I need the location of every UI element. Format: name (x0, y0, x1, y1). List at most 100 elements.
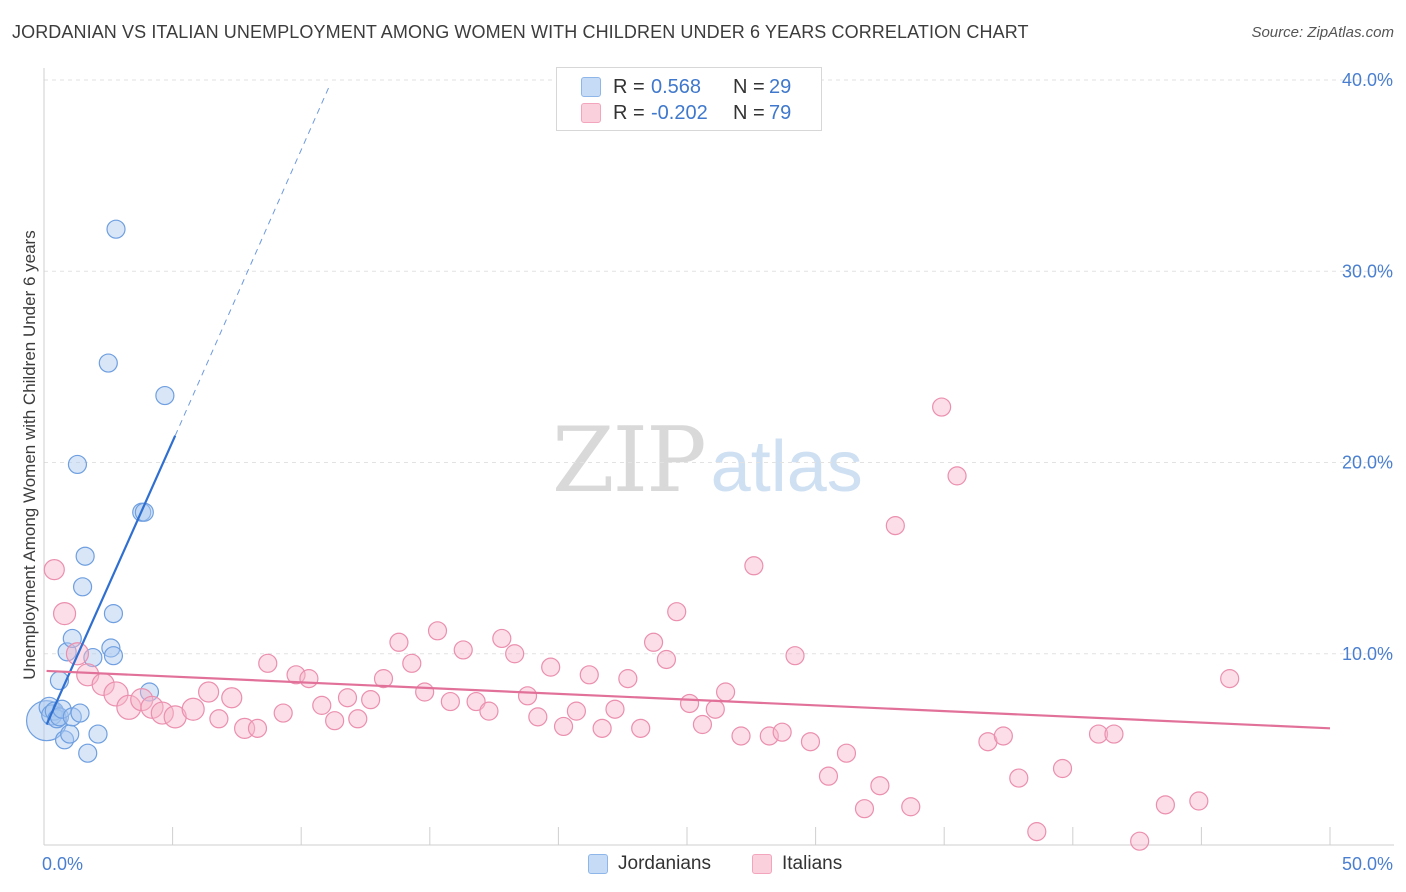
legend-row-italians: R = -0.202 N = 79 (581, 101, 791, 125)
data-point-jordanians (106, 219, 126, 239)
y-tick-label: 10.0% (1342, 644, 1393, 664)
data-point-jordanians (70, 703, 90, 723)
data-point-italians (361, 690, 381, 710)
data-point-italians (744, 556, 764, 576)
data-point-italians (692, 714, 713, 735)
data-point-italians (163, 705, 187, 729)
data-point-italians (103, 681, 129, 707)
data-point-italians (1009, 768, 1029, 788)
data-point-jordanians (88, 724, 108, 744)
data-point-italians (479, 701, 499, 721)
data-point-italians (528, 707, 548, 727)
data-point-italians (1155, 795, 1175, 815)
data-point-italians (715, 682, 736, 702)
data-point-jordanians (155, 385, 175, 406)
data-point-italians (1220, 669, 1240, 689)
data-point-italians (1052, 758, 1073, 779)
data-point-italians (299, 669, 319, 689)
data-point-jordanians (72, 577, 93, 597)
data-point-italians (440, 691, 460, 712)
data-point-italians (993, 726, 1013, 746)
data-point-italians (150, 701, 174, 725)
y-tick-label: 40.0% (1342, 70, 1393, 90)
data-point-jordanians (103, 646, 124, 666)
x-tick-label: 50.0% (1342, 854, 1393, 874)
data-point-italians (818, 766, 839, 786)
legend-r-value: -0.202 (651, 101, 708, 124)
data-point-italians (1027, 822, 1047, 842)
data-point-italians (705, 699, 725, 719)
legend-swatch-italians (581, 103, 601, 123)
data-point-italians (453, 640, 473, 660)
y-tick-label: 20.0% (1342, 453, 1393, 473)
data-point-italians (43, 558, 65, 581)
x-tick-label: 0.0% (42, 854, 83, 874)
data-point-italians (492, 628, 512, 649)
data-point-italians (592, 718, 612, 738)
data-point-jordanians (54, 730, 75, 750)
trendline-jordanians (45, 435, 177, 725)
data-point-jordanians (60, 724, 80, 744)
data-point-italians (800, 732, 821, 752)
data-point-jordanians (78, 743, 98, 763)
legend-n-label: N = (733, 75, 765, 98)
data-point-italians (427, 621, 448, 641)
data-point-italians (221, 687, 243, 709)
data-point-italians (618, 669, 638, 689)
watermark-atlas: atlas (710, 427, 863, 507)
legend-n-value: 79 (769, 101, 792, 124)
data-point-italians (836, 743, 857, 763)
data-point-italians (181, 697, 205, 721)
data-point-italians (772, 722, 792, 742)
data-point-italians (541, 657, 561, 677)
data-point-italians (579, 665, 599, 685)
data-point-jordanians (101, 638, 121, 658)
data-point-italians (389, 632, 409, 652)
data-point-italians (402, 653, 422, 673)
data-point-italians (258, 653, 278, 673)
data-point-italians (466, 691, 486, 712)
watermark-zip: ZIP (552, 408, 707, 513)
data-point-jordanians (98, 353, 118, 373)
data-point-italians (643, 632, 664, 652)
data-point-italians (325, 711, 345, 731)
data-point-italians (415, 682, 435, 702)
data-point-italians (605, 699, 625, 719)
data-point-italians (517, 686, 538, 706)
data-point-italians (1104, 724, 1124, 744)
data-point-italians (679, 693, 700, 714)
data-point-italians (885, 516, 905, 536)
data-point-italians (1088, 724, 1109, 744)
bottom-swatch-jordanians (588, 854, 608, 874)
data-point-italians (759, 726, 779, 746)
legend-row-jordanians: R = 0.568 N = 29 (581, 75, 791, 99)
bottom-legend-label-italians: Italians (782, 853, 843, 874)
data-point-italians (785, 646, 805, 666)
data-point-italians (553, 716, 574, 737)
data-point-italians (932, 397, 952, 417)
data-point-italians (348, 709, 368, 729)
data-point-italians (1189, 791, 1209, 811)
legend-r-label: R = (613, 75, 645, 98)
data-point-italians (631, 718, 651, 738)
trendline-jordanians-extrapolated (174, 85, 330, 436)
data-point-italians (337, 688, 358, 708)
data-point-jordanians (25, 700, 68, 742)
data-point-jordanians (67, 454, 88, 475)
data-point-italians (1130, 831, 1150, 851)
data-point-italians (286, 665, 306, 685)
legend-r-value: 0.568 (651, 75, 702, 98)
data-point-italians (209, 709, 229, 729)
y-tick-label: 30.0% (1342, 261, 1393, 281)
data-point-italians (198, 681, 220, 703)
bottom-legend-jordanians: Jordanians (588, 852, 711, 876)
data-point-italians (731, 726, 751, 746)
legend-swatch-jordanians (581, 77, 601, 97)
data-point-italians (870, 776, 890, 796)
data-point-italians (854, 799, 875, 819)
data-point-italians (667, 602, 687, 622)
data-point-italians (52, 601, 77, 626)
chart-title: JORDANIAN VS ITALIAN UNEMPLOYMENT AMONG … (12, 22, 1029, 42)
bottom-swatch-italians (752, 854, 772, 874)
